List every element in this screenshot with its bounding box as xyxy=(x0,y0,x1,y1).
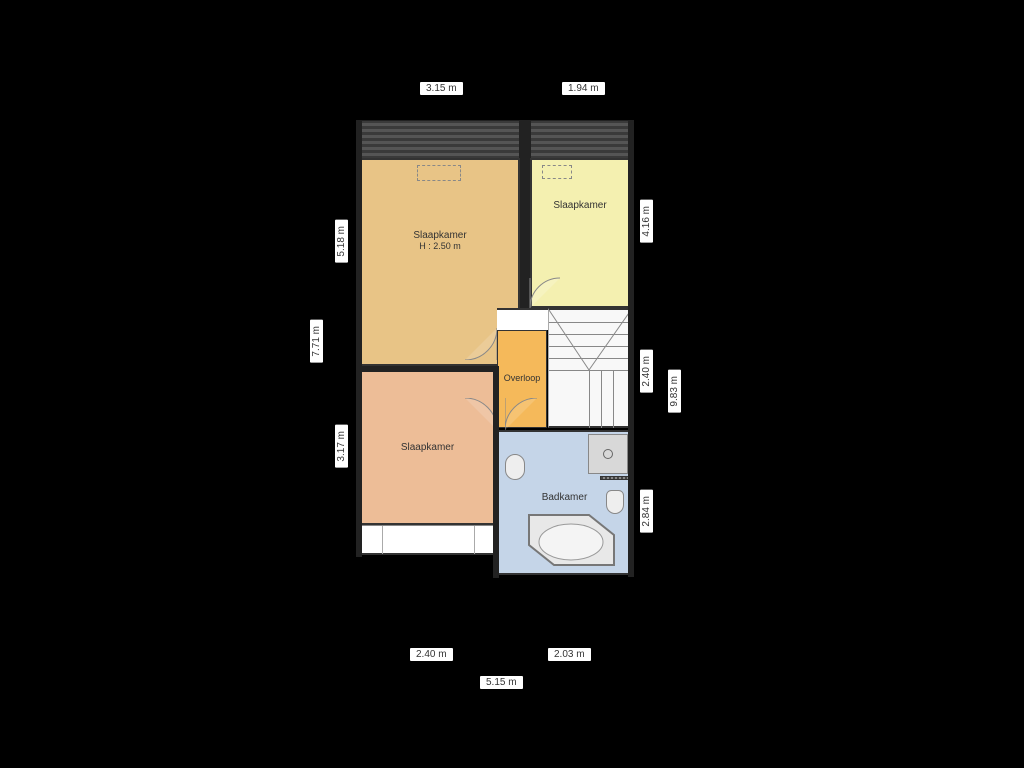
roof-hatch-2 xyxy=(530,120,630,160)
shower-icon xyxy=(588,434,628,474)
dimension-label: 7.71 m xyxy=(310,320,323,363)
hatch-icon xyxy=(600,476,630,480)
height-text: H : 2.50 m xyxy=(419,241,461,251)
dimension-label: 5.15 m xyxy=(480,676,523,689)
dimension-label: 2.40 m xyxy=(410,648,453,661)
dimension-label: 5.18 m xyxy=(335,220,348,263)
dimension-label: 2.84 m xyxy=(640,490,653,533)
floorplan: Slaapkamer H : 2.50 m Slaapkamer Overlo xyxy=(0,0,1024,768)
wall-outer xyxy=(493,366,499,578)
bathtub-icon xyxy=(519,505,619,575)
balcony-area xyxy=(360,525,495,555)
roof-hatch-1 xyxy=(360,120,520,160)
dimension-label: 4.16 m xyxy=(640,200,653,243)
wall-outer xyxy=(356,120,362,557)
dimension-label: 1.94 m xyxy=(562,82,605,95)
label-text: Slaapkamer xyxy=(413,230,466,241)
door-arc-icon xyxy=(465,328,497,360)
door-arc-icon xyxy=(505,398,537,430)
dimension-label: 9.83 m xyxy=(668,370,681,413)
sink-icon xyxy=(505,454,525,480)
dimension-label: 3.15 m xyxy=(420,82,463,95)
dimension-label: 3.17 m xyxy=(335,425,348,468)
dimension-label: 2.40 m xyxy=(640,350,653,393)
door-arc-icon xyxy=(530,278,564,312)
wall-horizontal xyxy=(360,366,497,372)
label-text: Slaapkamer xyxy=(553,200,606,211)
stairs xyxy=(548,308,630,428)
label-text: Overloop xyxy=(504,373,541,383)
window-dashed-icon xyxy=(417,165,461,181)
room-badkamer: Badkamer xyxy=(497,430,632,575)
wall-outer xyxy=(628,120,634,577)
wall-vertical xyxy=(520,120,530,310)
room-label: Slaapkamer xyxy=(362,442,493,453)
stairs-diagonal-icon xyxy=(549,310,631,430)
room-slaapkamer-3: Slaapkamer xyxy=(360,370,495,525)
room-label: Overloop xyxy=(498,373,546,383)
room-label: Slaapkamer xyxy=(532,200,628,211)
dimension-label: 2.03 m xyxy=(548,648,591,661)
room-label: Slaapkamer H : 2.50 m xyxy=(362,230,518,252)
label-text: Slaapkamer xyxy=(401,442,454,453)
window-dashed-icon xyxy=(542,165,572,179)
label-text: Badkamer xyxy=(542,492,588,503)
